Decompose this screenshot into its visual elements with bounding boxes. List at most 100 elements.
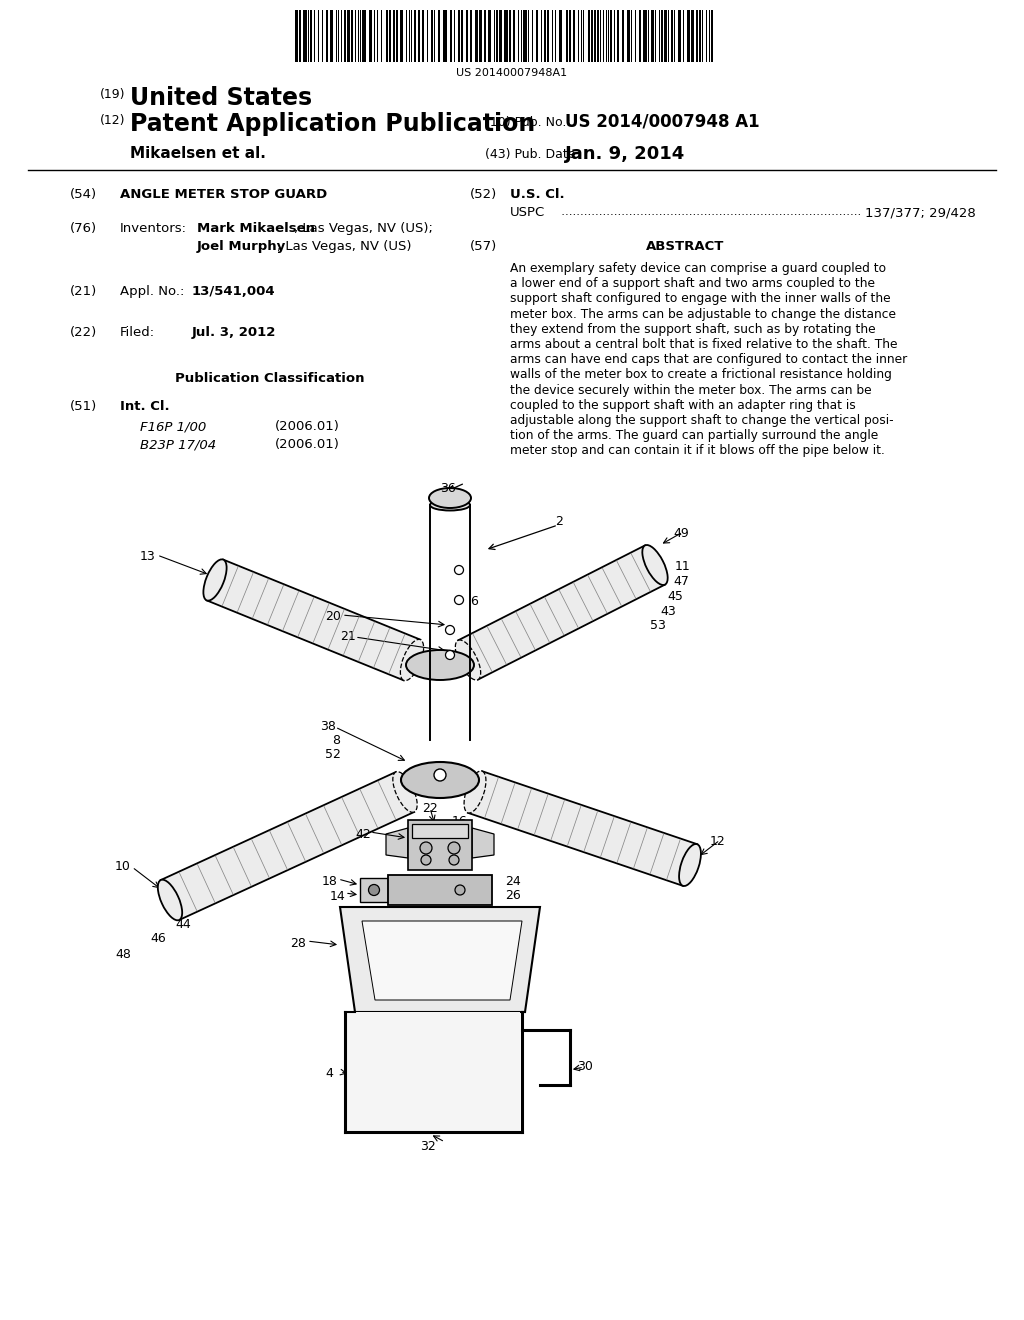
- Bar: [568, 11, 570, 62]
- Text: 14: 14: [330, 890, 346, 903]
- Circle shape: [449, 855, 459, 865]
- Text: arms can have end caps that are configured to contact the inner: arms can have end caps that are configur…: [510, 354, 907, 366]
- Text: ANGLE METER STOP GUARD: ANGLE METER STOP GUARD: [120, 187, 328, 201]
- Ellipse shape: [642, 545, 668, 585]
- Bar: [393, 11, 395, 62]
- Ellipse shape: [204, 560, 226, 601]
- Bar: [545, 11, 546, 62]
- Bar: [336, 11, 337, 62]
- Bar: [678, 11, 681, 62]
- Bar: [702, 11, 703, 62]
- Bar: [431, 11, 433, 62]
- Text: F16P 1/00: F16P 1/00: [140, 420, 206, 433]
- Text: US 2014/0007948 A1: US 2014/0007948 A1: [565, 114, 760, 131]
- Circle shape: [420, 842, 432, 854]
- Bar: [346, 11, 350, 62]
- Bar: [651, 11, 654, 62]
- Text: (10) Pub. No.:: (10) Pub. No.:: [485, 116, 570, 129]
- Text: tion of the arms. The guard can partially surround the angle: tion of the arms. The guard can partiall…: [510, 429, 879, 442]
- Ellipse shape: [429, 488, 471, 508]
- Bar: [427, 11, 428, 62]
- Text: Jul. 3, 2012: Jul. 3, 2012: [193, 326, 276, 339]
- Bar: [686, 11, 690, 62]
- Text: meter box. The arms can be adjustable to change the distance: meter box. The arms can be adjustable to…: [510, 308, 896, 321]
- Text: Inventors:: Inventors:: [120, 222, 187, 235]
- Ellipse shape: [456, 640, 480, 680]
- Bar: [414, 11, 416, 62]
- Text: (12): (12): [100, 114, 126, 127]
- Text: 43: 43: [660, 605, 676, 618]
- Bar: [475, 11, 478, 62]
- Circle shape: [449, 842, 460, 854]
- Bar: [523, 11, 526, 62]
- Bar: [362, 11, 366, 62]
- Bar: [369, 11, 372, 62]
- Text: 44: 44: [175, 917, 190, 931]
- Bar: [422, 11, 425, 62]
- Text: (54): (54): [70, 187, 97, 201]
- Bar: [462, 11, 464, 62]
- Bar: [591, 11, 593, 62]
- Bar: [609, 11, 612, 62]
- Text: 42: 42: [355, 828, 371, 841]
- Bar: [594, 11, 596, 62]
- Bar: [470, 11, 472, 62]
- Polygon shape: [468, 771, 697, 886]
- Bar: [579, 11, 580, 62]
- Text: US 20140007948A1: US 20140007948A1: [457, 69, 567, 78]
- Ellipse shape: [158, 879, 182, 920]
- Bar: [542, 11, 543, 62]
- Bar: [699, 11, 701, 62]
- Bar: [668, 11, 669, 62]
- Text: Mark Mikaelsen: Mark Mikaelsen: [197, 222, 315, 235]
- Circle shape: [455, 884, 465, 895]
- Text: 48: 48: [115, 948, 131, 961]
- Bar: [330, 11, 333, 62]
- Circle shape: [434, 770, 446, 781]
- Text: 18: 18: [322, 875, 338, 888]
- Bar: [412, 824, 468, 838]
- Bar: [552, 11, 553, 62]
- Text: 26: 26: [505, 888, 521, 902]
- Bar: [696, 11, 698, 62]
- Bar: [484, 11, 485, 62]
- Bar: [303, 11, 306, 62]
- Text: (76): (76): [70, 222, 97, 235]
- Bar: [326, 11, 328, 62]
- Bar: [588, 11, 590, 62]
- Bar: [374, 11, 375, 62]
- Bar: [627, 11, 630, 62]
- Polygon shape: [458, 545, 665, 680]
- Bar: [406, 11, 407, 62]
- Text: 24: 24: [505, 875, 521, 888]
- Bar: [605, 11, 606, 62]
- Bar: [643, 11, 646, 62]
- Bar: [521, 11, 522, 62]
- Bar: [631, 11, 632, 62]
- Bar: [347, 1012, 520, 1133]
- Bar: [323, 11, 324, 62]
- Bar: [314, 11, 315, 62]
- Text: 137/377; 29/428: 137/377; 29/428: [865, 206, 976, 219]
- Bar: [487, 11, 490, 62]
- Text: (43) Pub. Date:: (43) Pub. Date:: [485, 148, 580, 161]
- Bar: [623, 11, 625, 62]
- Text: An exemplary safety device can comprise a guard coupled to: An exemplary safety device can comprise …: [510, 261, 886, 275]
- Text: 28: 28: [290, 937, 306, 950]
- Bar: [358, 11, 359, 62]
- Circle shape: [445, 626, 455, 635]
- Text: Publication Classification: Publication Classification: [175, 372, 365, 385]
- Bar: [572, 11, 575, 62]
- Polygon shape: [386, 828, 408, 858]
- Bar: [338, 11, 339, 62]
- Text: Patent Application Publication: Patent Application Publication: [130, 112, 536, 136]
- Text: United States: United States: [130, 86, 312, 110]
- Bar: [355, 11, 356, 62]
- Bar: [509, 11, 511, 62]
- Circle shape: [445, 651, 455, 660]
- Text: (57): (57): [470, 240, 498, 253]
- Bar: [565, 11, 567, 62]
- Bar: [341, 11, 342, 62]
- Text: 38: 38: [319, 719, 336, 733]
- Bar: [582, 11, 583, 62]
